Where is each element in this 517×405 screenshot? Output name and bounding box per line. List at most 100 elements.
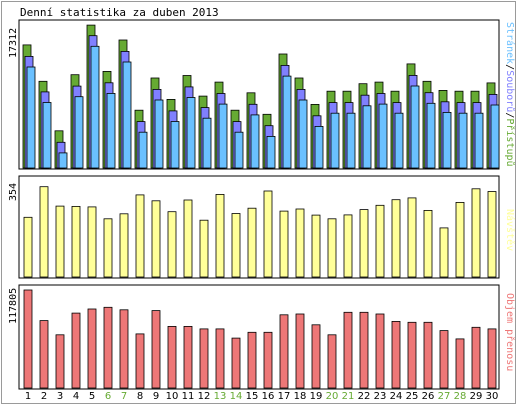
bandwidth-bar bbox=[23, 289, 33, 389]
pages-bar bbox=[362, 105, 372, 169]
visits-bar bbox=[343, 214, 353, 278]
panel-bandwidth-frame bbox=[18, 284, 500, 390]
visits-bar bbox=[327, 218, 337, 278]
pages-bar bbox=[378, 103, 388, 169]
bandwidth-bar bbox=[439, 330, 449, 389]
bandwidth-bar bbox=[423, 321, 433, 389]
pages-bar bbox=[42, 102, 52, 169]
bandwidth-bar bbox=[39, 320, 49, 389]
panel-hits-files-pages-frame bbox=[18, 19, 500, 170]
bandwidth-bar bbox=[167, 325, 177, 389]
legend-text-part: Přístupů bbox=[504, 118, 515, 166]
bandwidth-bar bbox=[391, 320, 401, 389]
x-tick-label: 9 bbox=[153, 391, 159, 402]
pages-bar bbox=[202, 117, 212, 169]
visits-bar bbox=[183, 199, 193, 278]
visits-bar bbox=[151, 200, 161, 278]
pages-bar bbox=[410, 85, 420, 169]
bandwidth-bar bbox=[263, 331, 273, 389]
bandwidth-bar bbox=[199, 328, 209, 389]
pages-bar bbox=[58, 152, 68, 169]
pages-bar bbox=[394, 112, 404, 169]
x-tick-label: 20 bbox=[326, 391, 339, 402]
pages-bar bbox=[186, 97, 196, 169]
x-tick-label: 10 bbox=[166, 391, 179, 402]
legend-pages-files-hits: Stránek/Souborů/Přístupů bbox=[504, 22, 515, 167]
pages-bar bbox=[26, 66, 36, 169]
panel-bandwidth: 117805 Objem přenosu bbox=[8, 284, 515, 390]
visits-bar bbox=[119, 213, 129, 278]
bandwidth-bar bbox=[471, 326, 481, 389]
visits-bar bbox=[167, 211, 177, 278]
pages-bar bbox=[330, 112, 340, 169]
x-tick-label: 8 bbox=[137, 391, 143, 402]
pages-bar bbox=[442, 112, 452, 169]
pages-bar bbox=[314, 126, 324, 169]
visits-bar bbox=[55, 205, 65, 278]
x-tick-label: 2 bbox=[41, 391, 47, 402]
bandwidth-bar bbox=[455, 338, 465, 389]
bandwidth-bar bbox=[103, 306, 113, 389]
pages-bar bbox=[90, 45, 100, 169]
x-tick-label: 17 bbox=[278, 391, 291, 402]
visits-bar bbox=[359, 209, 369, 278]
visits-bar bbox=[39, 186, 49, 278]
visits-bar bbox=[87, 206, 97, 278]
pages-bar bbox=[122, 61, 132, 169]
visits-bar bbox=[263, 190, 273, 278]
x-tick-label: 24 bbox=[390, 391, 403, 402]
pages-bar bbox=[426, 102, 436, 169]
visits-bar bbox=[439, 227, 449, 278]
pages-bar bbox=[474, 112, 484, 169]
visits-bar bbox=[295, 208, 305, 278]
bandwidth-bar bbox=[359, 311, 369, 389]
pages-bar bbox=[170, 121, 180, 169]
pages-bar bbox=[346, 112, 356, 169]
bandwidth-bar bbox=[311, 324, 321, 389]
legend-bandwidth: Objem přenosu bbox=[504, 293, 515, 371]
pages-bar bbox=[106, 93, 116, 169]
bandwidth-bar bbox=[247, 331, 257, 389]
pages-bar bbox=[74, 96, 84, 169]
visits-bar bbox=[311, 214, 321, 278]
visits-bar bbox=[103, 218, 113, 278]
legend-text-part: / bbox=[504, 112, 515, 118]
pages-bar bbox=[250, 114, 260, 169]
legend-text-part: Objem přenosu bbox=[504, 293, 515, 371]
visits-bar bbox=[23, 216, 33, 278]
y-max-label-hits: 17312 bbox=[8, 28, 19, 58]
x-tick-label: 12 bbox=[198, 391, 211, 402]
legend-text-part: Souborů bbox=[504, 70, 515, 112]
legend-text-part: Stránek bbox=[504, 22, 515, 64]
bandwidth-bar bbox=[183, 325, 193, 389]
legend-text-part: / bbox=[504, 64, 515, 70]
x-tick-label: 11 bbox=[182, 391, 195, 402]
x-tick-label: 1 bbox=[25, 391, 31, 402]
bandwidth-bar bbox=[135, 333, 145, 389]
y-max-label-visits: 354 bbox=[8, 183, 19, 201]
visits-bar bbox=[135, 194, 145, 278]
x-tick-label: 13 bbox=[214, 391, 227, 402]
x-tick-label: 15 bbox=[246, 391, 259, 402]
x-tick-label: 5 bbox=[89, 391, 95, 402]
x-tick-label: 16 bbox=[262, 391, 275, 402]
bandwidth-bar bbox=[343, 311, 353, 389]
bandwidth-bar bbox=[375, 313, 385, 389]
bandwidth-bar bbox=[71, 312, 81, 389]
bandwidth-bar bbox=[215, 328, 225, 389]
x-tick-label: 14 bbox=[230, 391, 243, 402]
x-tick-label: 30 bbox=[486, 391, 499, 402]
pages-bar bbox=[154, 99, 164, 169]
bandwidth-bar bbox=[295, 313, 305, 389]
bandwidth-bar bbox=[151, 310, 161, 389]
x-tick-label: 22 bbox=[358, 391, 371, 402]
visits-bar bbox=[247, 207, 257, 278]
visits-bar bbox=[391, 199, 401, 278]
x-tick-label: 29 bbox=[470, 391, 483, 402]
bandwidth-bar bbox=[231, 337, 241, 389]
x-tick-label: 23 bbox=[374, 391, 387, 402]
visits-bar bbox=[71, 205, 81, 278]
pages-bar bbox=[266, 135, 276, 169]
pages-bar bbox=[458, 112, 468, 169]
bandwidth-bar bbox=[487, 328, 497, 389]
